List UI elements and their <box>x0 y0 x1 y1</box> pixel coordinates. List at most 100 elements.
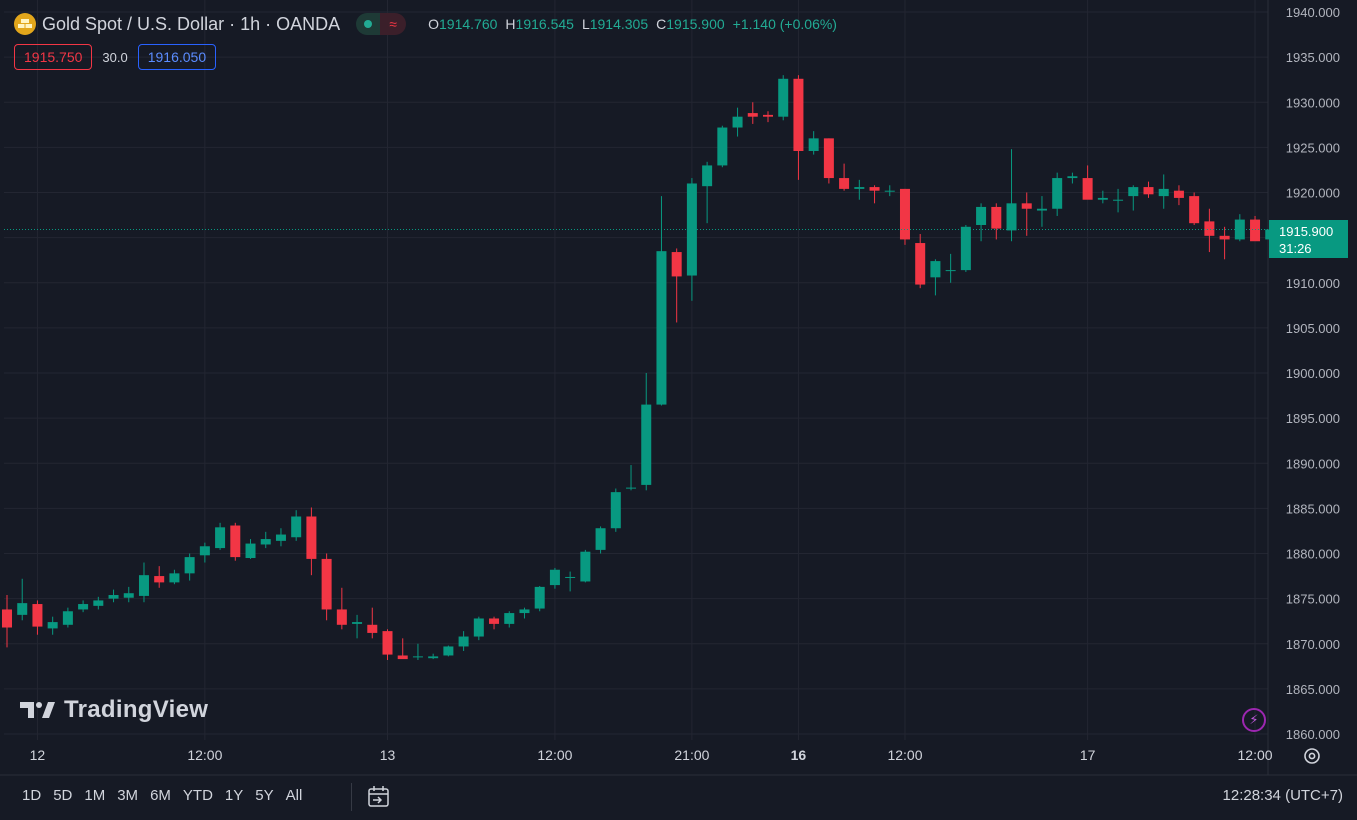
range-5y-button[interactable]: 5Y <box>255 787 274 804</box>
candle-body <box>945 270 956 272</box>
candle-body <box>763 114 773 117</box>
close-key: C <box>656 16 667 32</box>
candle <box>1158 174 1169 209</box>
candle-body <box>397 655 408 660</box>
candle-body <box>747 113 758 117</box>
range-1d-button[interactable]: 1D <box>22 787 42 804</box>
candle <box>17 578 28 621</box>
candle-body <box>778 78 789 117</box>
candle <box>367 607 378 639</box>
candle <box>519 607 530 619</box>
candle <box>1189 192 1200 225</box>
candle-body <box>108 595 119 599</box>
candle <box>884 185 895 197</box>
candle <box>839 163 850 191</box>
candle <box>1006 149 1017 242</box>
candle <box>854 179 865 200</box>
price-tick-label: 1935.000 <box>1286 50 1340 65</box>
candle <box>565 571 576 592</box>
gold-bars-icon <box>14 13 36 35</box>
bottom-toolbar: 1D 5D 1M 3M 6M YTD 1Y 5Y All 12:28:34 (U… <box>0 775 1357 820</box>
current-price: 1915.900 <box>1279 224 1334 239</box>
candle-body <box>1189 196 1200 224</box>
time-tick-label: 12:00 <box>537 747 572 763</box>
symbol-title[interactable]: Gold Spot / U.S. Dollar · 1h · OANDA <box>42 13 341 34</box>
candle <box>869 185 880 204</box>
candle-body <box>1234 219 1245 240</box>
candle-body <box>230 525 241 558</box>
candle <box>1234 214 1245 242</box>
candle <box>656 196 667 406</box>
candle <box>1219 226 1230 260</box>
candle <box>915 234 926 289</box>
timezone-clock[interactable]: 12:28:34 (UTC+7) <box>1222 787 1343 804</box>
candle-body <box>976 206 987 225</box>
candle-body <box>443 646 454 656</box>
gear-icon[interactable] <box>1301 745 1323 767</box>
candle-body <box>1006 203 1017 231</box>
candles-layer <box>2 75 1276 660</box>
candle-body <box>641 404 652 485</box>
candle <box>1250 215 1261 242</box>
candle-body <box>458 636 469 647</box>
open-value: 1914.760 <box>439 16 498 32</box>
candle <box>458 631 469 651</box>
tradingview-logo[interactable]: TradingView <box>20 696 208 724</box>
range-all-button[interactable]: All <box>285 787 303 804</box>
candle-body <box>930 261 941 278</box>
candle <box>397 638 408 660</box>
candle-body <box>78 604 89 610</box>
candle-body <box>565 576 576 578</box>
time-tick-label: 12:00 <box>1238 747 1273 763</box>
time-tick-label: 13 <box>380 747 396 763</box>
candle-body <box>717 127 728 166</box>
candle-body <box>808 138 819 151</box>
lightning-icon[interactable]: ⚡ <box>1242 708 1266 732</box>
range-6m-button[interactable]: 6M <box>150 787 171 804</box>
candle-body <box>1158 188 1169 197</box>
range-3m-button[interactable]: 3M <box>117 787 139 804</box>
price-tick-label: 1875.000 <box>1286 592 1340 607</box>
range-1y-button[interactable]: 1Y <box>224 787 244 804</box>
candle <box>1113 188 1124 213</box>
range-ytd-button[interactable]: YTD <box>182 787 213 804</box>
sell-button[interactable]: 1915.750 <box>14 44 93 70</box>
range-1m-button[interactable]: 1M <box>84 787 106 804</box>
candle <box>763 111 773 123</box>
candle <box>473 616 484 641</box>
range-5d-button[interactable]: 5D <box>53 787 73 804</box>
time-axis: 12 12:00 13 12:00 21:00 16 12:00 17 12:00 <box>30 747 1273 763</box>
calendar-arrow-icon[interactable] <box>366 784 392 810</box>
candle-body <box>428 656 439 659</box>
candle <box>595 526 606 554</box>
candle-body <box>306 516 317 559</box>
candle <box>1143 181 1154 198</box>
candle-body <box>656 251 667 405</box>
candle <box>443 645 454 657</box>
candle <box>275 528 286 547</box>
buy-button[interactable]: 1916.050 <box>137 44 217 70</box>
market-status-pill[interactable]: ≈ <box>356 13 407 35</box>
candle <box>610 488 621 532</box>
candle <box>717 125 728 168</box>
candle <box>184 553 195 581</box>
candle <box>108 589 119 603</box>
price-tick-label: 1860.000 <box>1286 727 1340 742</box>
candle-body <box>899 188 910 240</box>
toolbar-divider <box>351 783 352 811</box>
candle-body <box>1204 221 1215 236</box>
tradingview-logo-icon <box>20 702 55 718</box>
candle <box>778 75 789 121</box>
candle <box>626 465 637 491</box>
candle-body <box>154 576 165 583</box>
candle-body <box>960 226 971 271</box>
candle-body <box>382 631 393 655</box>
spread-value: 30.0 <box>102 49 128 65</box>
price-axis: 1940.000 1935.000 1930.000 1925.000 1920.000… <box>1286 5 1340 742</box>
candle <box>747 102 758 124</box>
price-tick-label: 1940.000 <box>1286 5 1340 20</box>
candle <box>352 614 363 639</box>
candle <box>412 643 423 660</box>
candle-body <box>169 573 180 583</box>
